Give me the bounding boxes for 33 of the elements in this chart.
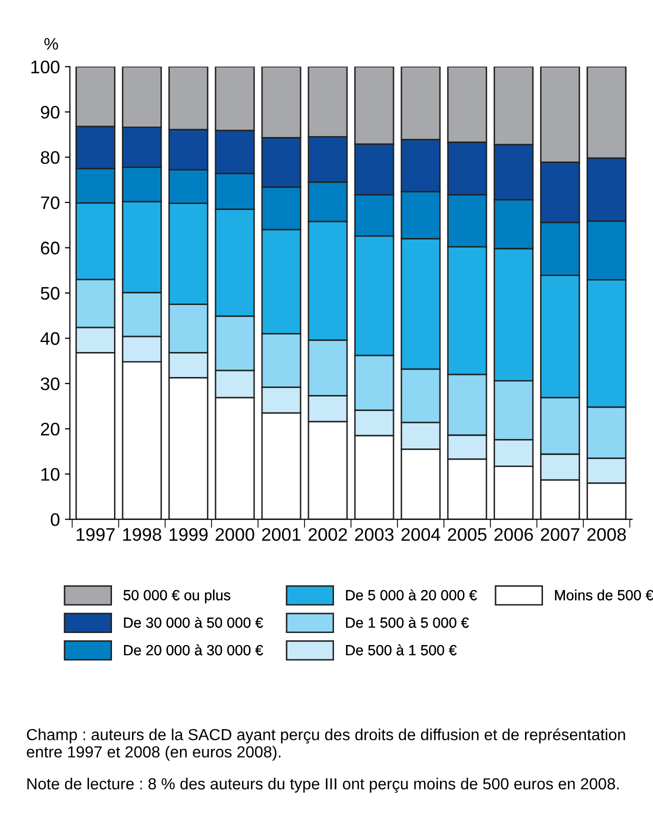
y-tick-label: 10 (41, 468, 60, 481)
legend-label: De 30 000 à 50 000 € (124, 616, 264, 628)
y-axis-title: % (44, 38, 58, 50)
y-tick-label: 20 (40, 422, 60, 436)
x-tick-label: 2007 (540, 528, 580, 541)
legend-label: De 500 à 1 500 € (346, 644, 457, 656)
y-tick-label: 70 (40, 196, 60, 210)
x-tick-label: 2002 (308, 528, 347, 541)
y-tick-label: 0 (50, 513, 60, 526)
y-tick-label: 100 (31, 60, 60, 74)
x-tick-label: 2003 (355, 528, 394, 541)
legend-label: 50 000 € ou plus (124, 590, 230, 604)
text: Note de lecture : 8 % des auteurs du type III ont perçu moins de 500 euros en 2008. (27, 778, 619, 793)
y-tick-label: 60 (40, 242, 60, 254)
legend-label: De 5 000 à 20 000 € (346, 589, 477, 600)
y-tick-label: 40 (40, 332, 60, 345)
x-tick-label: 1999 (170, 528, 208, 541)
x-tick-label: 1997 (76, 528, 115, 541)
x-tick-label: 2005 (448, 528, 486, 541)
y-tick-label: 50 (40, 286, 60, 300)
y-tick-label: 30 (40, 377, 60, 390)
legend-label: De 20 000 à 30 000 € (124, 644, 264, 656)
x-tick-label: 2000 (216, 528, 254, 541)
x-tick-label: 2008 (587, 528, 626, 541)
legend-label: De 1 500 à 5 000 € (346, 616, 469, 628)
x-tick-label: 2001 (262, 528, 300, 541)
y-tick-label: 90 (40, 106, 60, 119)
legend-label: Moins de 500 € (555, 590, 653, 600)
y-tick-label: 80 (40, 151, 60, 164)
x-tick-label: 2004 (402, 528, 440, 541)
text: Champ : auteurs de la SACD ayant perçu des droits de diffusion et de représentation entre 1997 et 2008 (en euros 2008). (26, 728, 625, 761)
x-tick-label: 1998 (123, 528, 162, 541)
x-tick-label: 2006 (494, 528, 533, 541)
